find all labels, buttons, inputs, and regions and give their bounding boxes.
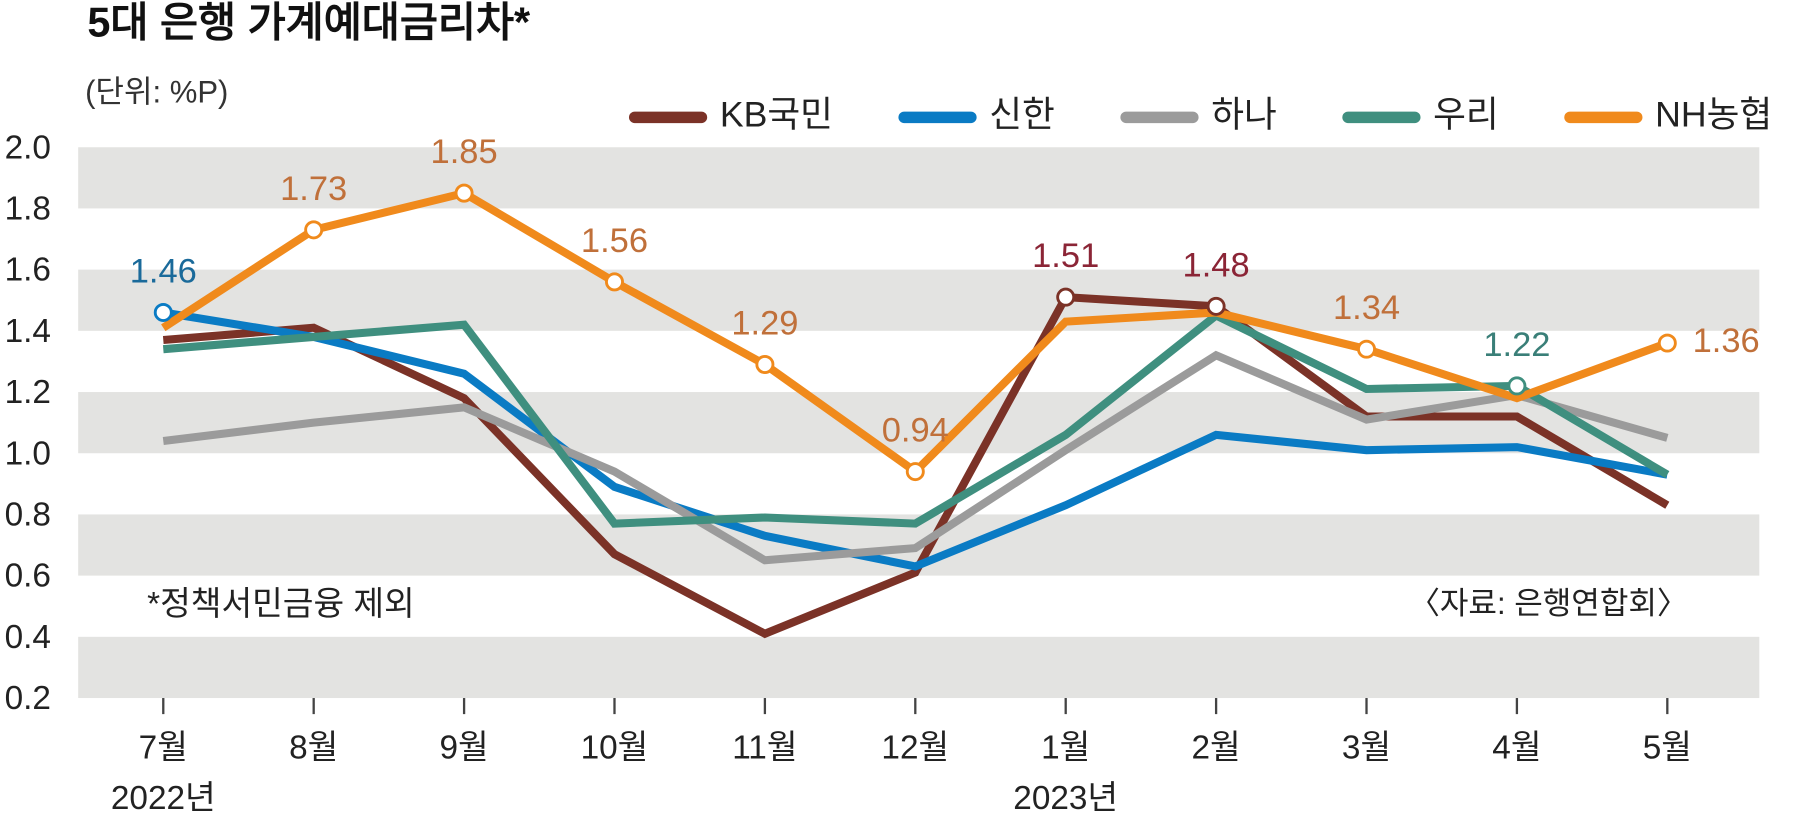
grid-band bbox=[78, 636, 1760, 699]
y-tick-label: 1.4 bbox=[5, 313, 51, 350]
data-point bbox=[605, 272, 624, 292]
data-point bbox=[454, 183, 474, 203]
y-tick-label: 0.8 bbox=[5, 497, 51, 534]
data-label: 1.29 bbox=[731, 304, 798, 342]
legend-label: KB국민 bbox=[720, 95, 833, 135]
chart-title: 5대 은행 가계예대금리차* bbox=[87, 0, 531, 45]
series-line bbox=[162, 310, 1670, 528]
y-tick-label: 1.6 bbox=[5, 252, 51, 289]
series-line bbox=[162, 350, 1669, 565]
data-label: 1.22 bbox=[1483, 326, 1550, 364]
data-label: 1.46 bbox=[130, 252, 197, 290]
x-tick-label: 3월 bbox=[1342, 730, 1391, 767]
x-tick-label: 2월 bbox=[1192, 730, 1241, 767]
x-tick-label: 9월 bbox=[439, 730, 488, 767]
x-tick-label: 12월 bbox=[881, 730, 949, 767]
data-label: 0.94 bbox=[882, 412, 949, 450]
y-tick-label: 0.2 bbox=[5, 680, 51, 717]
grid-band bbox=[78, 147, 1760, 209]
data-point bbox=[1657, 333, 1677, 353]
unit-label: (단위: %P) bbox=[85, 75, 228, 110]
data-point bbox=[1357, 339, 1376, 359]
data-point bbox=[1507, 376, 1527, 396]
legend-label: 우리 bbox=[1433, 95, 1499, 135]
data-point bbox=[1206, 296, 1226, 316]
y-tick-label: 1.2 bbox=[5, 374, 51, 411]
grid-band bbox=[78, 269, 1760, 331]
note: *정책서민금융 제외 bbox=[147, 586, 415, 623]
series-line bbox=[162, 308, 1669, 571]
data-label: 1.36 bbox=[1693, 322, 1760, 360]
data-label: 1.34 bbox=[1333, 289, 1400, 327]
legend-label: NH농협 bbox=[1655, 95, 1772, 135]
y-tick-label: 1.8 bbox=[5, 191, 51, 228]
x-tick-label: 10월 bbox=[581, 730, 649, 767]
data-label: 1.85 bbox=[431, 133, 498, 171]
plot: 1.51 1.48 1.46 1.22 1.73 1.85 1.56 1.29 0.94 1.34… bbox=[130, 133, 1760, 715]
x-tick-label: 7월 bbox=[139, 730, 188, 767]
data-point bbox=[1056, 287, 1076, 307]
y-tick-label: 0.6 bbox=[5, 558, 51, 595]
y-tick-label: 2.0 bbox=[5, 129, 51, 166]
legend-label: 신한 bbox=[989, 95, 1055, 135]
data-point bbox=[905, 462, 925, 482]
data-label: 1.56 bbox=[581, 222, 648, 260]
x-tick-label: 1월 bbox=[1041, 730, 1090, 767]
x-tick-label: 4월 bbox=[1492, 730, 1541, 767]
x-sublabel: 2022년 bbox=[111, 780, 216, 817]
data-point bbox=[153, 302, 173, 322]
data-label: 1.48 bbox=[1183, 246, 1250, 284]
x-tick-label: 11월 bbox=[732, 730, 797, 767]
series-line bbox=[162, 292, 1670, 639]
x-tick-label: 5월 bbox=[1643, 730, 1692, 767]
legend-label: 하나 bbox=[1211, 95, 1277, 135]
x-sublabel: 2023년 bbox=[1013, 780, 1118, 817]
data-label: 1.51 bbox=[1032, 237, 1099, 275]
x-tick-label: 8월 bbox=[289, 730, 338, 767]
data-point bbox=[755, 354, 775, 374]
source: 〈자료: 은행연합회〉 bbox=[1409, 586, 1688, 621]
y-tick-label: 1.0 bbox=[5, 435, 51, 472]
data-label: 1.73 bbox=[280, 170, 347, 208]
y-tick-label: 0.4 bbox=[5, 619, 51, 656]
data-point bbox=[304, 220, 324, 240]
